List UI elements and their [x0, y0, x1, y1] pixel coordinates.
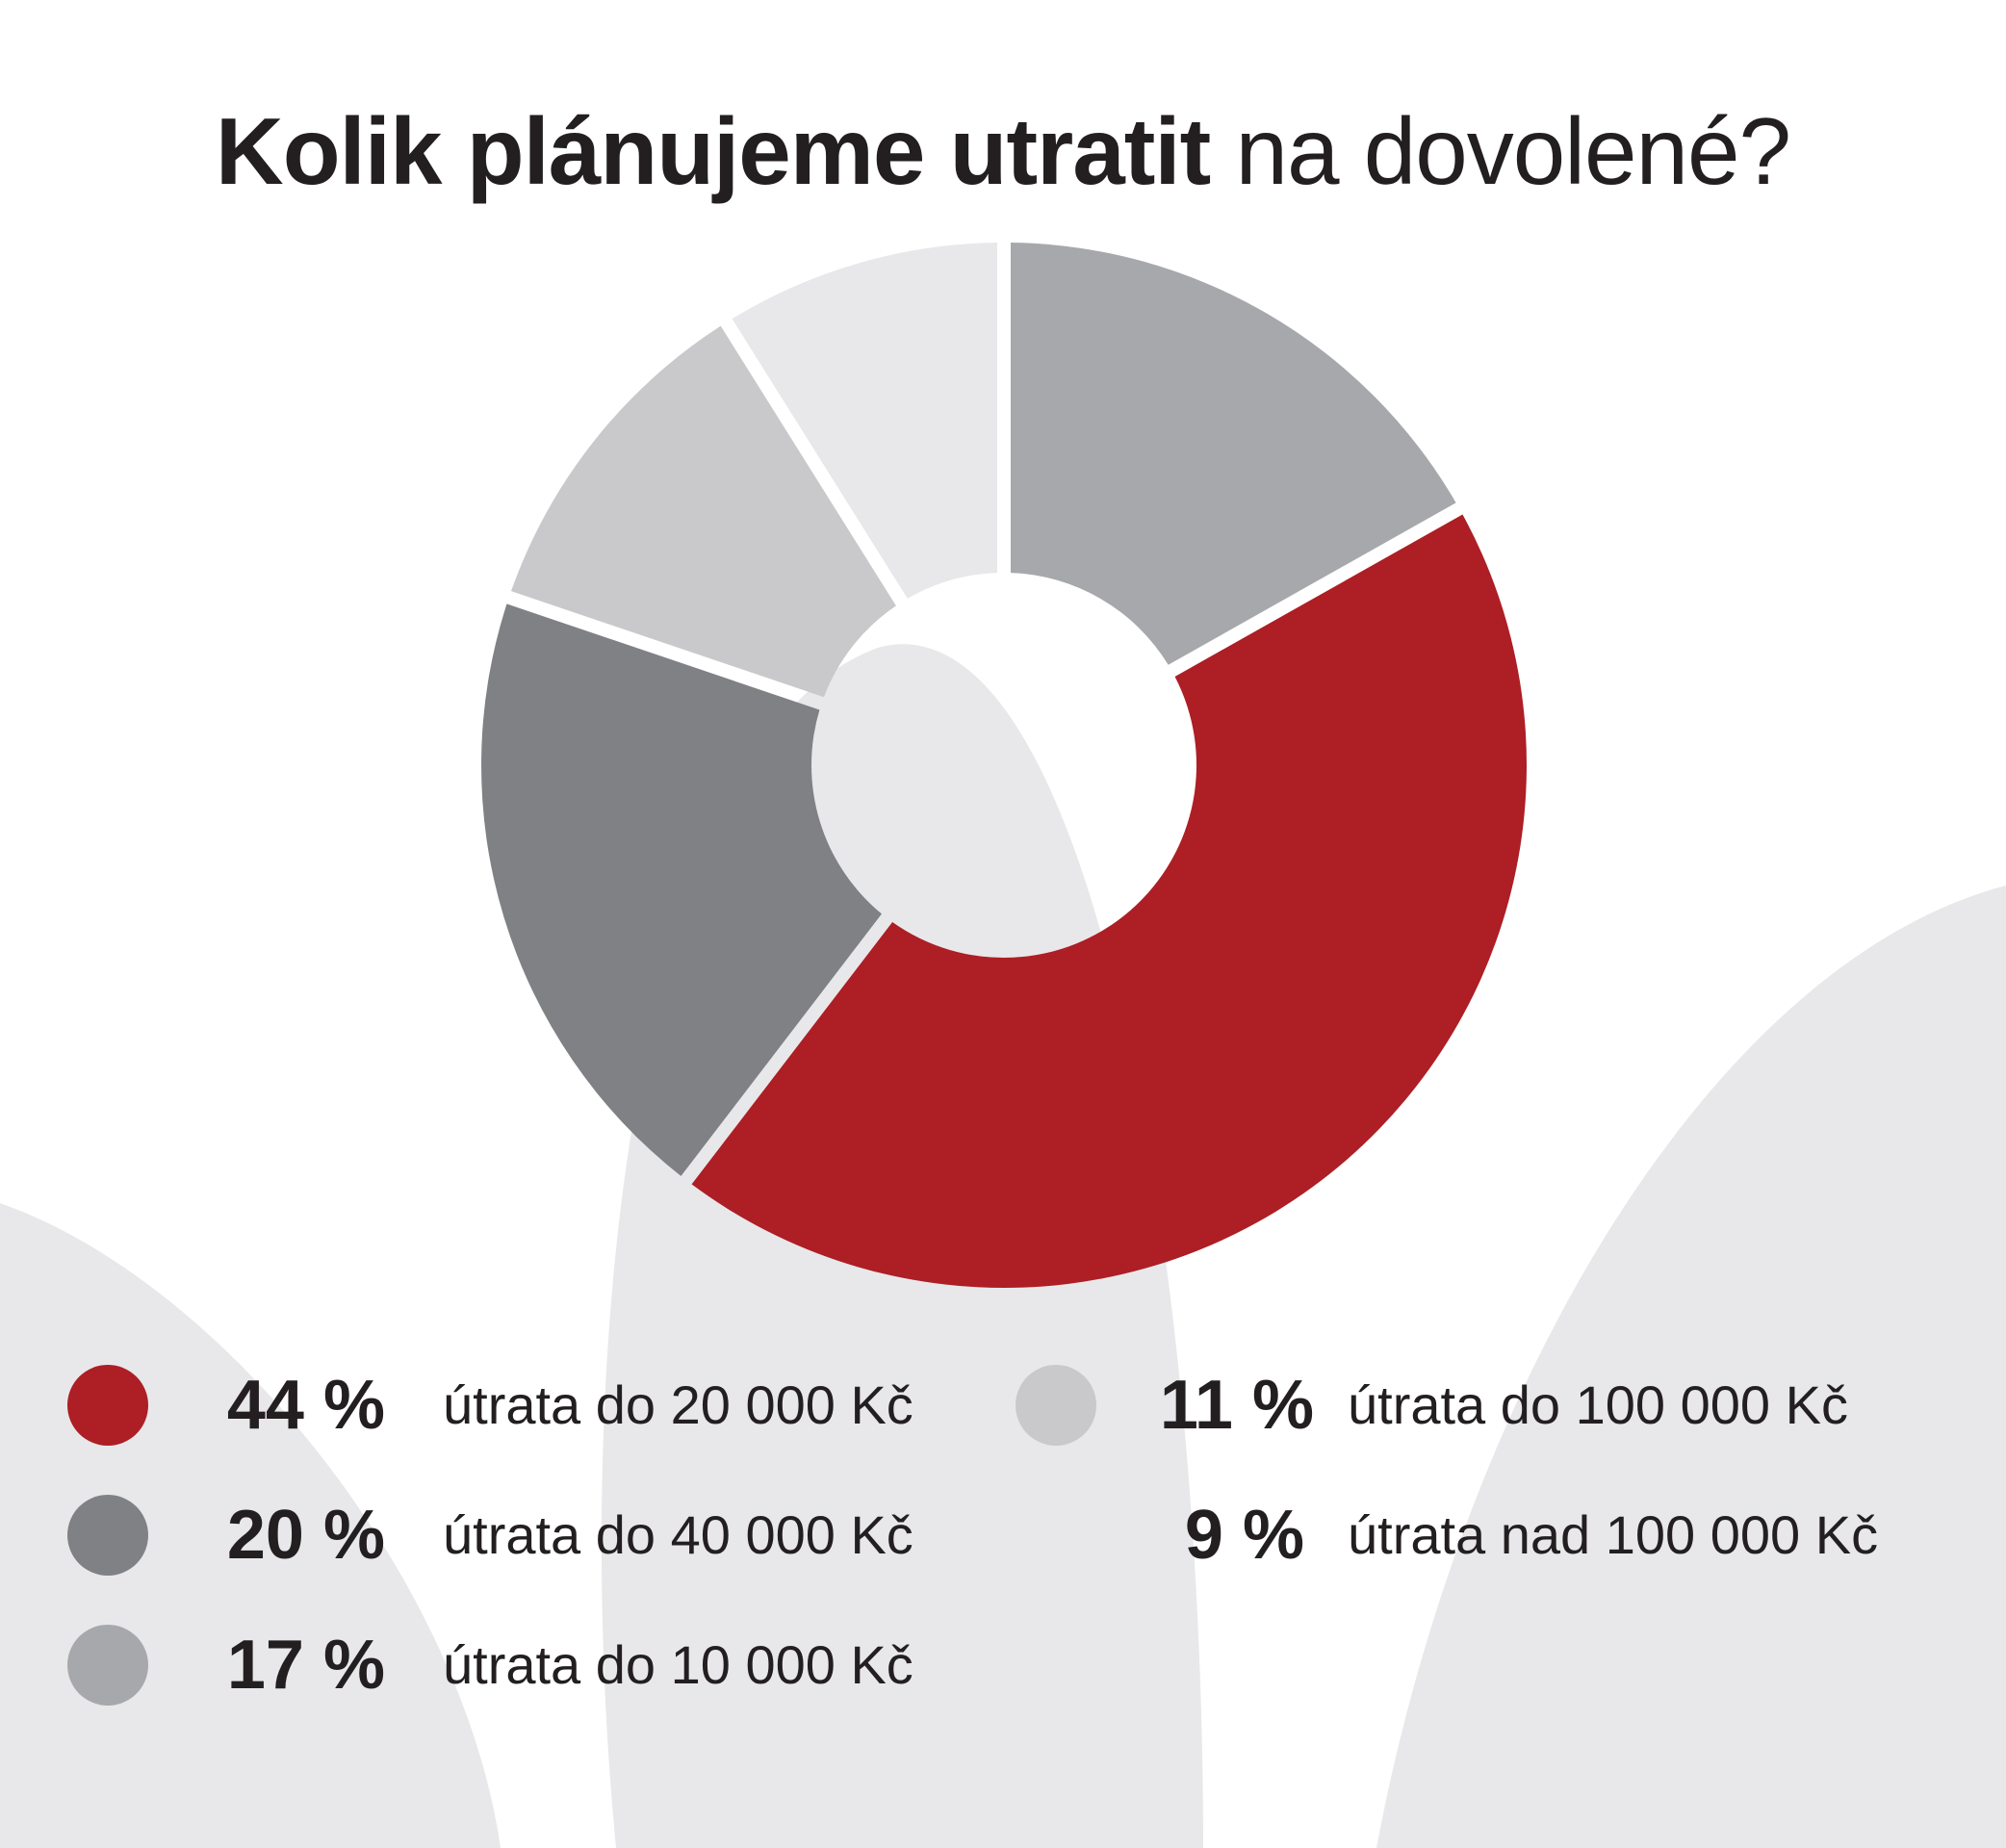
- legend-label: útrata do 40 000 Kč: [443, 1504, 913, 1565]
- legend-swatch: [67, 1625, 148, 1706]
- legend-item-over-100000: 9 % útrata nad 100 000 Kč: [0, 1482, 2006, 1588]
- legend-item-100000: 11 % útrata do 100 000 Kč: [0, 1352, 2006, 1458]
- chart-title-bold: Kolik plánujeme utratit: [215, 98, 1211, 204]
- donut-slice-20: [480, 603, 882, 1176]
- legend-label: útrata nad 100 000 Kč: [1348, 1504, 1879, 1565]
- legend-percent: 17 %: [226, 1627, 385, 1704]
- legend-percent: 20 %: [226, 1497, 385, 1574]
- legend-percent: 9 %: [1184, 1497, 1304, 1574]
- chart-title-regular: na dovolené?: [1210, 98, 1792, 204]
- legend-swatch: [67, 1365, 148, 1446]
- chart-title: Kolik plánujeme utratit na dovolené?: [0, 89, 2006, 214]
- legend-item-20000: 44 % útrata do 20 000 Kč: [0, 1352, 2006, 1458]
- donut-slice-9: [732, 243, 998, 599]
- background-petal-right: [1376, 886, 2006, 1848]
- legend-item-40000: 20 % útrata do 40 000 Kč: [0, 1482, 2006, 1588]
- donut-slice-44: [691, 514, 1527, 1288]
- donut-slice-17: [1010, 243, 1456, 665]
- donut-slice-11: [510, 325, 896, 698]
- legend-label: útrata do 100 000 Kč: [1348, 1374, 1848, 1435]
- legend-label: útrata do 20 000 Kč: [443, 1374, 913, 1435]
- legend-swatch: [1016, 1365, 1096, 1446]
- legend-item-10000: 17 % útrata do 10 000 Kč: [0, 1612, 2006, 1718]
- legend-swatch: [1016, 1495, 1096, 1576]
- legend-percent: 44 %: [226, 1367, 385, 1444]
- legend-label: útrata do 10 000 Kč: [443, 1634, 913, 1695]
- legend-percent: 11 %: [1159, 1367, 1314, 1444]
- legend-swatch: [67, 1495, 148, 1576]
